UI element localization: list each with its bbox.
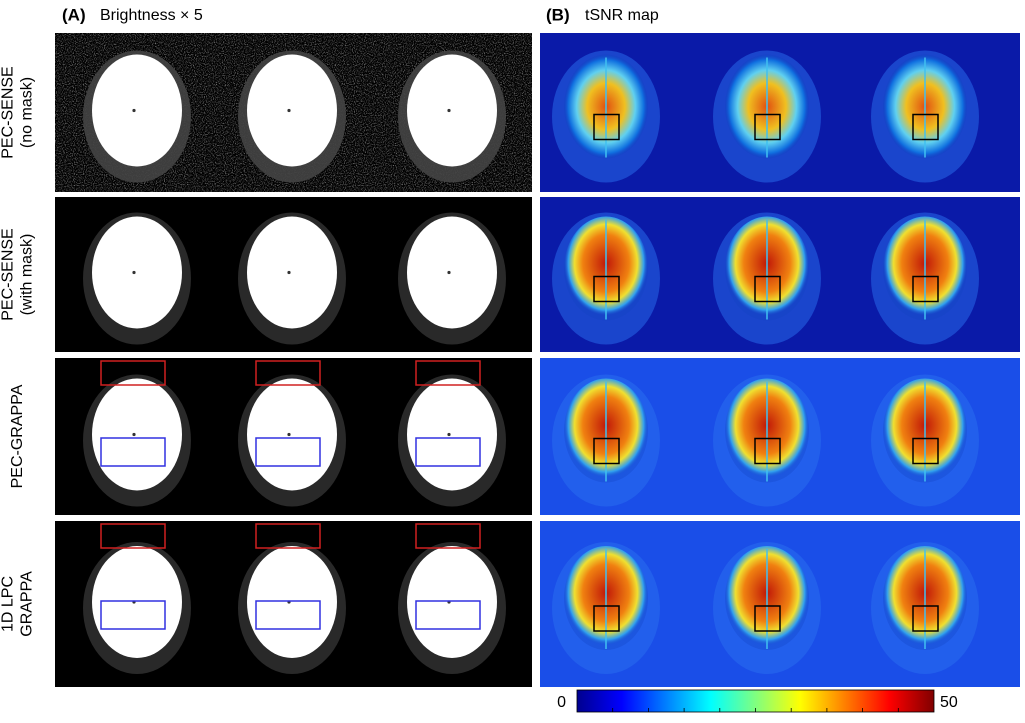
- head: [247, 378, 337, 491]
- head: [407, 546, 497, 658]
- panel-label: (A): [62, 5, 86, 24]
- panel-label: (B): [546, 5, 570, 24]
- row-label: 1D LPC: [0, 576, 17, 632]
- roi-box: [415, 600, 481, 630]
- roi-box: [100, 523, 166, 549]
- roi-box: [912, 437, 939, 465]
- head: [407, 378, 497, 491]
- row-label: (with mask): [19, 234, 36, 316]
- dot: [132, 270, 136, 275]
- head: [247, 546, 337, 658]
- head: [92, 54, 182, 167]
- roi-box: [100, 600, 166, 630]
- roi-box: [255, 437, 321, 467]
- roi-box: [255, 360, 321, 386]
- roi-box: [912, 113, 939, 141]
- dot: [287, 432, 291, 437]
- row-label: (no mask): [19, 77, 36, 148]
- panel-title: tSNR map: [585, 7, 659, 24]
- row-label: PEC-SENSE: [0, 66, 17, 158]
- roi-box: [415, 360, 481, 386]
- head: [92, 378, 182, 491]
- roi-box: [415, 437, 481, 467]
- roi-box: [593, 275, 620, 303]
- roi-box: [593, 605, 620, 632]
- roi-box: [754, 113, 781, 141]
- colorbar-max: 50: [940, 694, 958, 711]
- dot: [287, 108, 291, 113]
- row-label: PEC-SENSE: [0, 228, 17, 320]
- dot: [447, 108, 451, 113]
- dot: [447, 432, 451, 437]
- dot: [287, 270, 291, 275]
- roi-box: [593, 113, 620, 141]
- dot: [132, 432, 136, 437]
- roi-box: [754, 437, 781, 465]
- roi-box: [255, 523, 321, 549]
- row-label: PEC-GRAPPA: [9, 384, 26, 488]
- head: [92, 216, 182, 329]
- roi-box: [912, 605, 939, 632]
- row-label: GRAPPA: [19, 571, 36, 637]
- colorbar-min: 0: [557, 694, 566, 711]
- dot: [447, 270, 451, 275]
- head: [407, 216, 497, 329]
- roi-box: [754, 605, 781, 632]
- head: [92, 546, 182, 658]
- head: [247, 54, 337, 167]
- head: [407, 54, 497, 167]
- roi-box: [415, 523, 481, 549]
- roi-box: [100, 360, 166, 386]
- roi-box: [593, 437, 620, 465]
- roi-box: [255, 600, 321, 630]
- roi-box: [912, 275, 939, 303]
- panel-title: Brightness × 5: [100, 7, 203, 24]
- roi-box: [754, 275, 781, 303]
- head: [247, 216, 337, 329]
- dot: [132, 108, 136, 113]
- roi-box: [100, 437, 166, 467]
